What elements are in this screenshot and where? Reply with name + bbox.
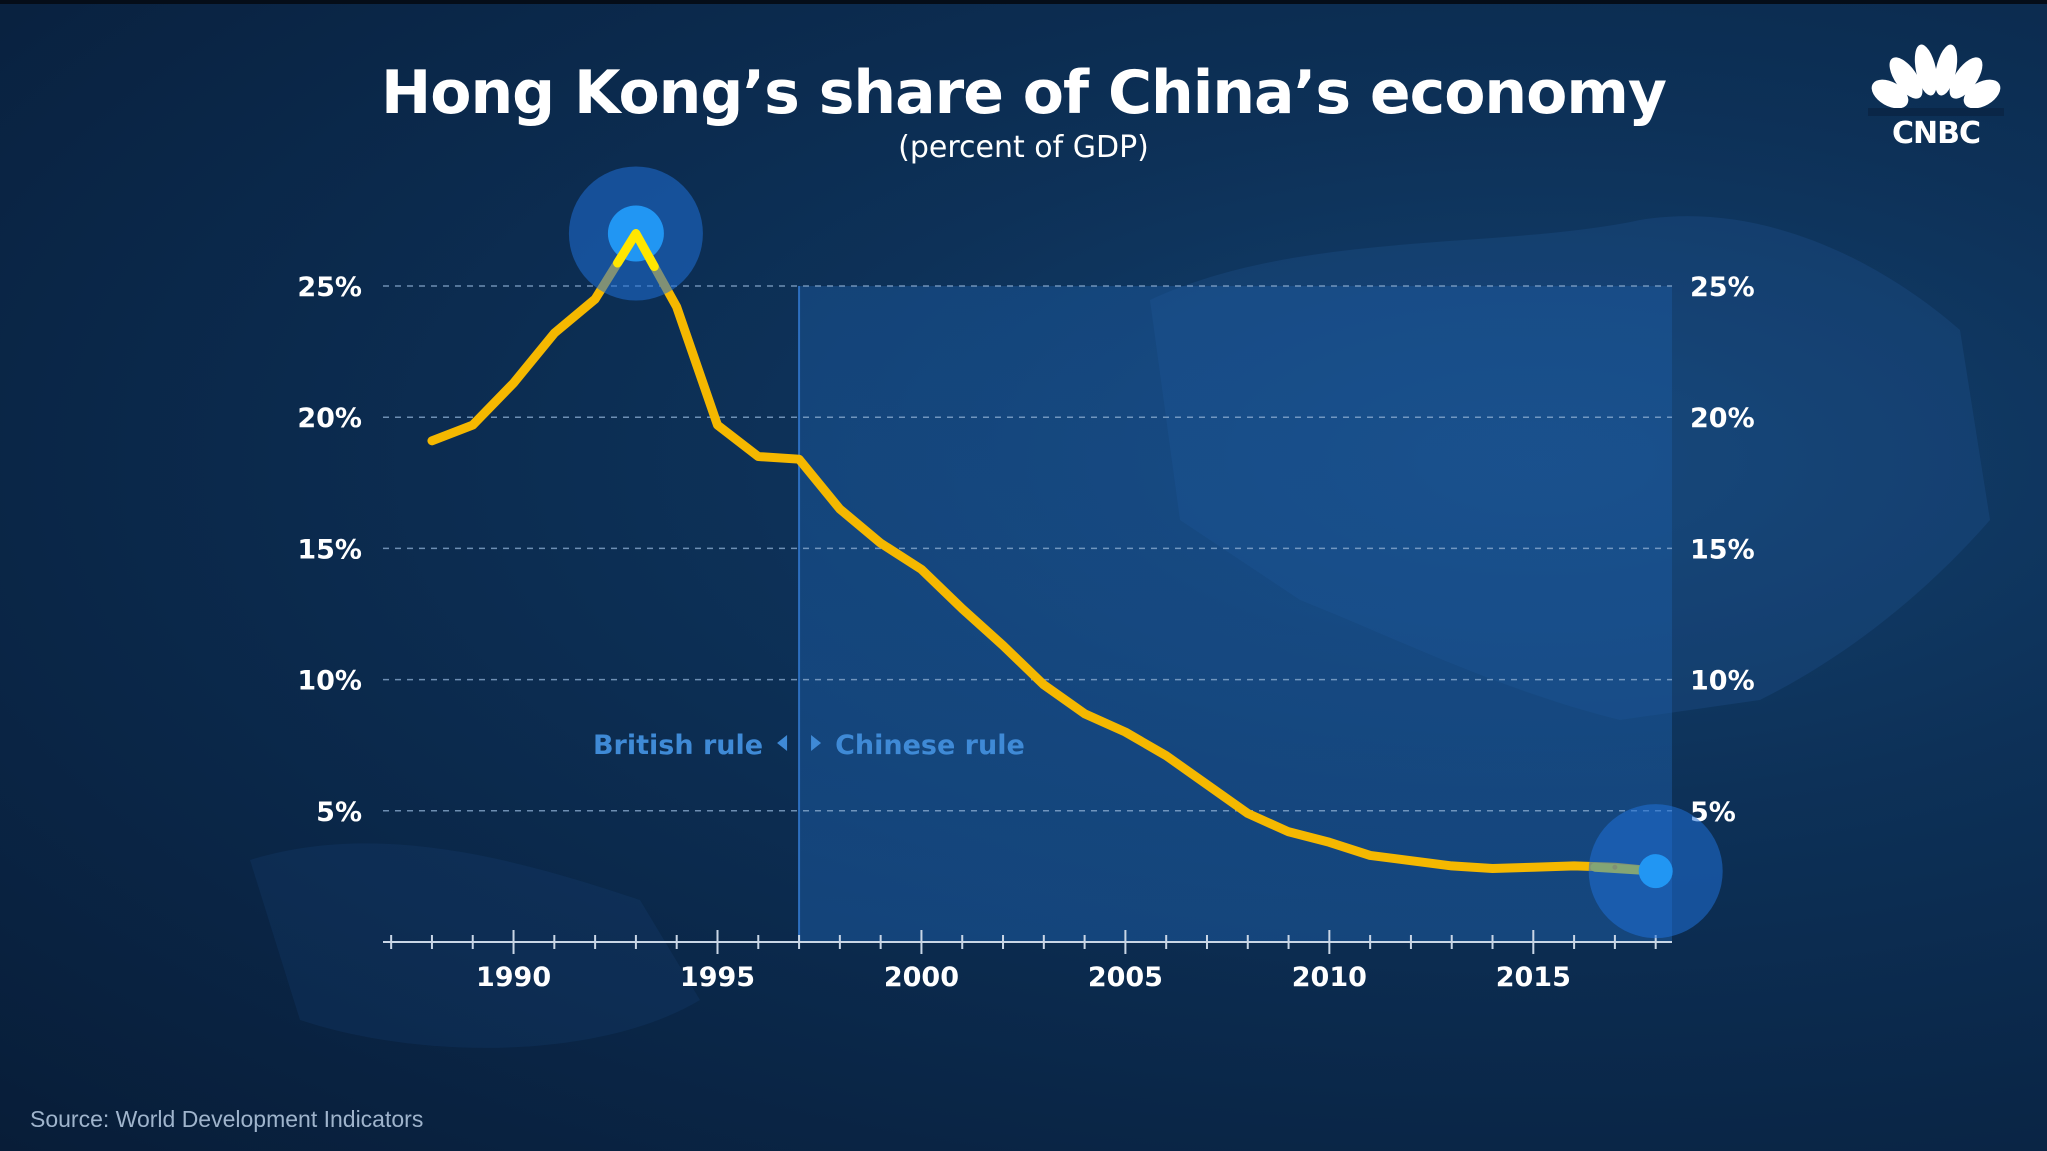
data-point	[511, 380, 517, 386]
y-tick-label-right: 20%	[1690, 403, 1755, 434]
data-point	[1449, 863, 1455, 869]
y-tick-label-left: 25%	[297, 272, 362, 303]
y-tick-label-left: 5%	[316, 797, 362, 828]
data-point	[429, 438, 435, 444]
data-point	[674, 304, 680, 310]
data-point	[1041, 682, 1047, 688]
y-tick-label-left: 20%	[297, 403, 362, 434]
x-tick-label: 2010	[1292, 962, 1367, 993]
data-point	[1245, 810, 1251, 816]
data-point	[1163, 753, 1169, 759]
data-point	[796, 456, 802, 462]
latest-highlight-dot	[1638, 854, 1673, 889]
x-tick-label: 1995	[680, 962, 755, 993]
data-point	[1408, 858, 1414, 864]
x-tick-label: 2015	[1496, 962, 1571, 993]
right-arrow-icon	[811, 735, 822, 751]
data-point	[1490, 866, 1496, 872]
brand-name: CNBC	[1891, 116, 1981, 151]
data-point	[959, 606, 965, 612]
y-tick-label-left: 15%	[297, 534, 362, 565]
y-tick-label-right: 15%	[1690, 534, 1755, 565]
source-note: Source: World Development Indicators	[30, 1106, 424, 1132]
data-point	[1286, 829, 1292, 835]
x-tick-label: 1990	[476, 962, 551, 993]
frame-border	[0, 0, 2047, 4]
x-tick-label: 2000	[884, 962, 959, 993]
peacock-icon	[1868, 44, 2004, 116]
data-point	[755, 454, 761, 460]
data-point	[714, 422, 720, 428]
data-point	[878, 540, 884, 546]
data-point	[1326, 839, 1332, 845]
data-point	[918, 566, 924, 572]
cnbc-logo: CNBC	[1868, 44, 2004, 151]
british-rule-label: British rule	[593, 730, 763, 761]
chinese-rule-label: Chinese rule	[835, 730, 1025, 761]
data-point	[837, 506, 843, 512]
y-tick-label-left: 10%	[297, 666, 362, 697]
data-point	[551, 330, 557, 336]
chart-title: Hong Kong’s share of China’s economy	[381, 58, 1667, 128]
x-tick-label: 2005	[1088, 962, 1163, 993]
chart-subtitle: (percent of GDP)	[898, 130, 1149, 165]
data-point	[1204, 782, 1210, 788]
chinese-rule-region	[799, 286, 1672, 942]
data-point	[470, 422, 476, 428]
data-point	[1571, 863, 1577, 869]
data-point	[1530, 864, 1536, 870]
data-point	[592, 296, 598, 302]
y-tick-label-right: 10%	[1690, 666, 1755, 697]
data-point	[1082, 711, 1088, 717]
left-arrow-icon	[777, 735, 788, 751]
data-point	[1367, 852, 1373, 858]
y-tick-label-right: 25%	[1690, 272, 1755, 303]
data-point	[1122, 729, 1128, 735]
peak-line-overlay	[613, 229, 659, 272]
data-point	[1000, 642, 1006, 648]
